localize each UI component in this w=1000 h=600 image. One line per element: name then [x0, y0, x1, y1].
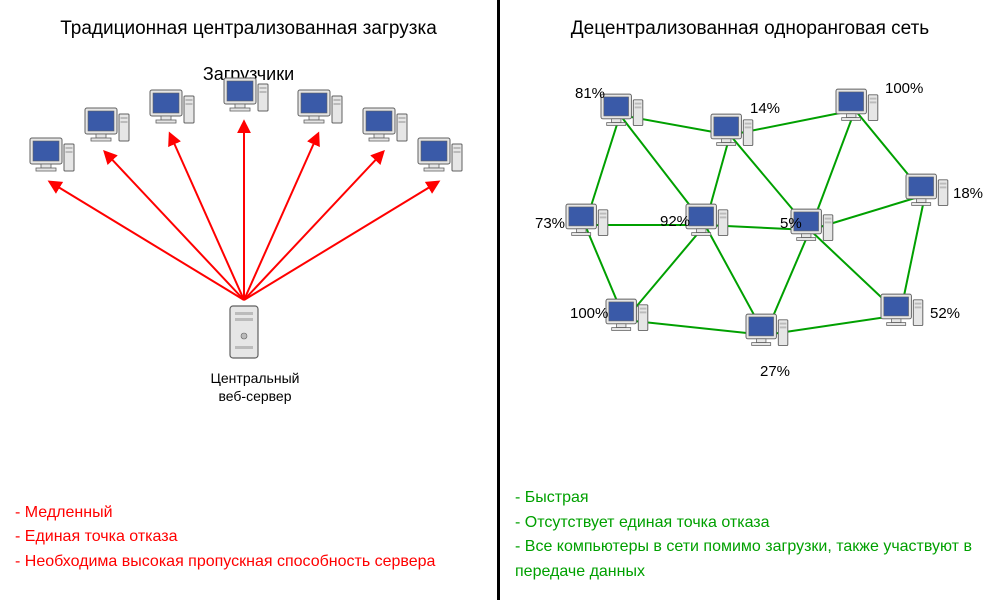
server-caption: Центральныйвеб-сервер — [185, 370, 325, 405]
computer-icon — [881, 294, 923, 325]
bullet-item: - Единая точка отказа — [15, 525, 485, 550]
computer-icon — [601, 94, 643, 125]
download-arrow — [244, 134, 318, 300]
computer-icon — [150, 90, 194, 123]
download-arrow — [105, 152, 244, 300]
computer-icon — [606, 299, 648, 330]
computer-icon — [298, 90, 342, 123]
download-arrow — [244, 152, 383, 300]
right-bullets: - Быстрая- Отсутствует единая точка отка… — [515, 486, 995, 585]
peer-percentage: 100% — [885, 80, 923, 97]
computer-icon — [711, 114, 753, 145]
computer-icon — [363, 108, 407, 141]
computer-icon — [686, 204, 728, 235]
computer-icon — [906, 174, 948, 205]
peer-percentage: 18% — [953, 185, 983, 202]
computer-icon — [746, 314, 788, 345]
peer-percentage: 5% — [780, 215, 802, 232]
bullet-item: - Необходима высокая пропускная способно… — [15, 550, 485, 575]
left-bullets: - Медленный- Единая точка отказа- Необхо… — [15, 501, 485, 575]
peer-percentage: 73% — [535, 215, 565, 232]
bullet-item: - Медленный — [15, 501, 485, 526]
computer-icon — [85, 108, 129, 141]
computer-icon — [418, 138, 462, 171]
computer-icon — [224, 78, 268, 111]
peer-percentage: 14% — [750, 100, 780, 117]
computer-icon — [30, 138, 74, 171]
bullet-item: - Отсутствует единая точка отказа — [515, 511, 995, 536]
server-icon — [230, 306, 258, 358]
download-arrow — [50, 182, 244, 300]
peer-percentage: 81% — [575, 85, 605, 102]
p2p-link — [625, 225, 705, 320]
peer-percentage: 52% — [930, 305, 960, 322]
bullet-item: - Быстрая — [515, 486, 995, 511]
download-arrow — [244, 182, 438, 300]
peer-percentage: 100% — [570, 305, 608, 322]
left-panel: Традиционная централизованная загрузка З… — [0, 0, 497, 600]
peer-percentage: 92% — [660, 213, 690, 230]
bullet-item: - Все компьютеры в сети помимо загрузки,… — [515, 535, 995, 585]
p2p-diagram — [500, 0, 1000, 460]
peer-percentage: 27% — [760, 363, 790, 380]
download-arrow — [170, 134, 244, 300]
computer-icon — [836, 89, 878, 120]
right-panel: Децентрализованная одноранговая сеть 81%… — [500, 0, 1000, 600]
